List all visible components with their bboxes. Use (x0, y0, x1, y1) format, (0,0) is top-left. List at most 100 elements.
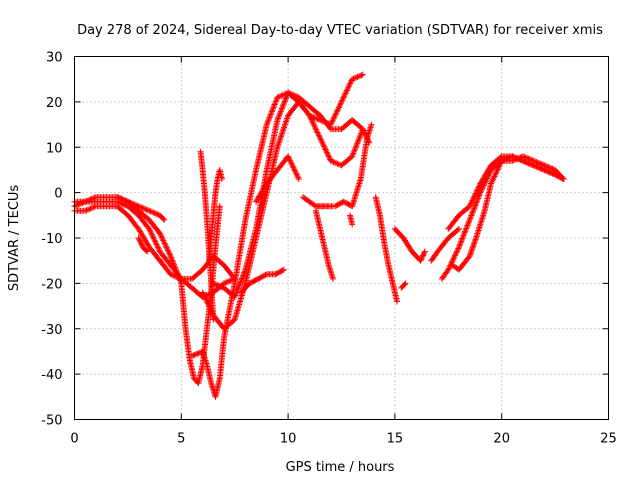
data-point (281, 123, 288, 130)
data-point (476, 192, 483, 199)
data-point (91, 203, 98, 210)
data-point (449, 256, 456, 263)
y-tick-label: -20 (41, 277, 62, 292)
data-point (309, 113, 316, 120)
series-track-7 (199, 98, 373, 332)
data-point (496, 162, 503, 169)
series-track-16 (347, 212, 356, 228)
data-point (478, 186, 485, 193)
data-point (337, 101, 344, 108)
y-tick-label: 30 (46, 51, 63, 66)
data-point (464, 222, 471, 229)
data-point (294, 173, 301, 180)
data-point (277, 135, 284, 142)
data-point (481, 181, 488, 188)
data-point (349, 221, 356, 228)
data-point (504, 155, 511, 162)
data-point (161, 216, 168, 223)
data-point (316, 133, 323, 140)
data-point (323, 147, 330, 154)
data-point (325, 152, 332, 159)
data-point (202, 295, 209, 302)
data-point (276, 111, 283, 118)
data-point (520, 157, 527, 164)
data-point (350, 75, 357, 82)
data-point (341, 91, 348, 98)
data-point (474, 186, 481, 193)
y-tick-label: 10 (46, 141, 63, 156)
data-point (354, 73, 361, 80)
x-tick-label: 10 (280, 432, 297, 447)
data-point (358, 72, 365, 79)
data-point (478, 188, 485, 195)
data-point (188, 352, 195, 359)
data-point (467, 201, 474, 208)
data-point (170, 272, 177, 279)
data-point (455, 245, 462, 252)
data-point (421, 248, 428, 255)
data-point (279, 129, 286, 136)
data-point (237, 278, 244, 285)
data-point (218, 283, 225, 290)
data-point (470, 208, 477, 215)
series-track-18 (391, 225, 428, 264)
data-point (226, 278, 233, 285)
data-point (340, 94, 347, 101)
series-track-22 (449, 153, 567, 273)
data-point (168, 254, 175, 261)
y-axis-label: SDTVAR / TECUs (7, 185, 22, 292)
data-point (287, 157, 294, 164)
y-tick-label: -40 (41, 368, 62, 383)
data-point (136, 236, 143, 243)
data-point (319, 118, 326, 125)
data-point (513, 155, 520, 162)
data-point (293, 170, 300, 177)
data-point (324, 150, 331, 157)
data-point (123, 198, 130, 205)
data-point (278, 106, 285, 113)
data-point (161, 240, 168, 247)
data-point (472, 190, 479, 197)
data-point (471, 203, 478, 210)
data-point (138, 241, 145, 248)
series-track-17 (372, 194, 401, 305)
axis-ticks (74, 56, 609, 420)
data-point (168, 271, 175, 278)
data-point (471, 193, 478, 200)
y-tick-label: -30 (41, 323, 62, 338)
data-point (262, 271, 269, 278)
data-point (309, 119, 316, 126)
data-point (516, 156, 523, 163)
data-point (154, 244, 161, 251)
data-point (460, 232, 467, 239)
data-point (315, 130, 322, 137)
data-point (491, 173, 498, 180)
data-point (274, 117, 281, 124)
data-point (453, 248, 460, 255)
data-point (119, 196, 126, 203)
data-point (322, 146, 329, 153)
data-point (283, 117, 290, 124)
data-point (472, 191, 478, 198)
data-point (150, 209, 157, 216)
data-point (147, 208, 154, 215)
data-point (329, 117, 336, 124)
data-point (275, 93, 282, 100)
data-point (311, 122, 318, 129)
data-point (315, 132, 322, 139)
data-point (334, 107, 341, 114)
data-point (353, 143, 360, 150)
data-point (331, 159, 338, 166)
data-point (559, 175, 566, 182)
data-point (239, 275, 246, 282)
data-point (321, 118, 328, 125)
data-point (544, 168, 551, 175)
data-point (512, 154, 519, 161)
data-point (462, 226, 469, 233)
data-point (353, 141, 360, 148)
data-point (332, 111, 339, 118)
data-point (497, 160, 504, 167)
data-point (313, 126, 320, 133)
data-point (135, 235, 142, 241)
data-point (461, 229, 468, 236)
